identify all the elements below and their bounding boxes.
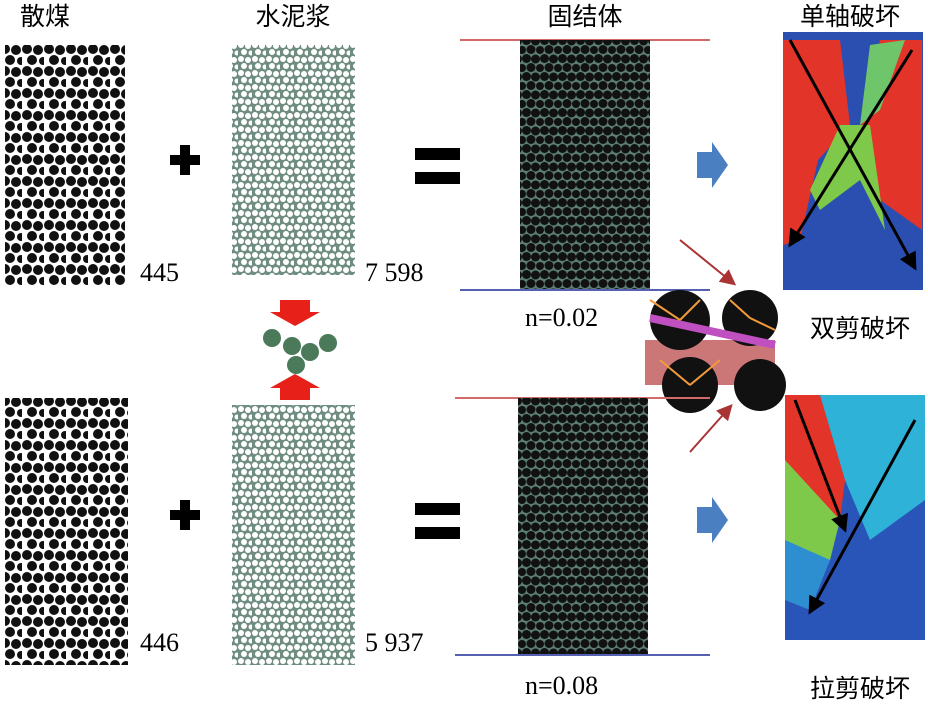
failure-label: 单轴破坏	[800, 2, 900, 31]
grout-count: 7 598	[365, 258, 424, 287]
failure-mode: 拉剪破坏	[810, 674, 910, 703]
failure-mode: 双剪破坏	[810, 314, 910, 343]
arrow	[697, 142, 728, 188]
body-label: 固结体	[547, 2, 622, 31]
arrow	[697, 497, 728, 543]
grout-label: 水泥浆	[255, 2, 330, 31]
grout-count: 5 937	[365, 628, 424, 657]
failure-image	[785, 395, 925, 640]
equals	[415, 503, 460, 515]
pointer	[689, 404, 733, 453]
coal-label: 散煤	[20, 2, 70, 31]
coal-panel	[5, 45, 125, 285]
porosity: n=0.08	[525, 671, 598, 700]
body-panel	[520, 40, 650, 290]
equals	[415, 172, 460, 184]
equals	[415, 148, 460, 160]
zoom-image	[645, 290, 786, 413]
porosity: n=0.02	[525, 303, 598, 332]
particles	[263, 329, 337, 374]
pointer	[679, 239, 737, 286]
equals	[415, 527, 460, 539]
failure-image	[783, 32, 923, 290]
coal-count: 445	[140, 258, 179, 287]
coal-count: 446	[140, 628, 179, 657]
grout-panel	[232, 45, 355, 275]
plus	[170, 500, 200, 530]
arrow-down	[270, 300, 320, 326]
arrow-up	[270, 374, 320, 400]
plus	[170, 145, 200, 175]
grout-panel	[232, 405, 355, 665]
body-panel	[518, 398, 648, 655]
coal-panel	[5, 398, 128, 665]
